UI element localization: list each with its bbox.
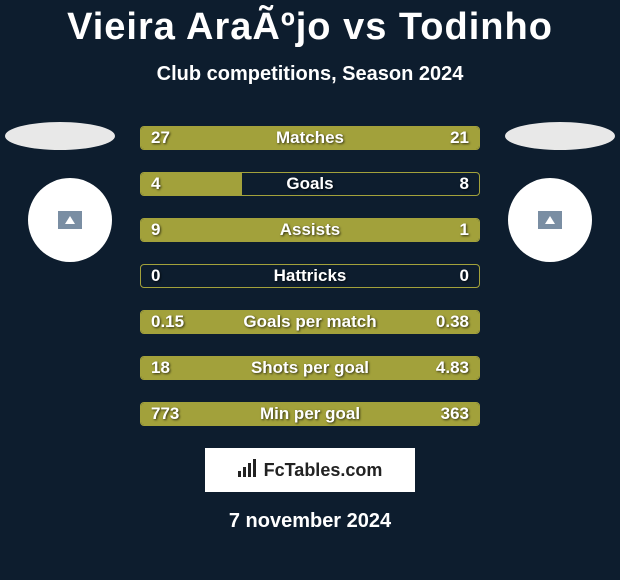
- stats-bars: 2721Matches 48Goals 91Assists 00Hattricks 0.…: [140, 126, 480, 426]
- stat-label: Assists: [141, 219, 479, 241]
- stat-label: Goals: [141, 173, 479, 195]
- stat-row: 00Hattricks: [140, 264, 480, 288]
- stat-row: 0.150.38Goals per match: [140, 310, 480, 334]
- stat-row: 91Assists: [140, 218, 480, 242]
- stat-label: Min per goal: [141, 403, 479, 425]
- decorative-ellipse-left: [5, 122, 115, 150]
- stat-row: 184.83Shots per goal: [140, 356, 480, 380]
- stat-label: Goals per match: [141, 311, 479, 333]
- stat-label: Matches: [141, 127, 479, 149]
- stat-row: 2721Matches: [140, 126, 480, 150]
- stat-label: Hattricks: [141, 265, 479, 287]
- chart-icon: [238, 459, 258, 482]
- avatar-placeholder-icon: [538, 211, 562, 229]
- decorative-ellipse-right: [505, 122, 615, 150]
- footer-brand-text: FcTables.com: [264, 460, 383, 481]
- stat-row: 48Goals: [140, 172, 480, 196]
- footer-brand-badge[interactable]: FcTables.com: [205, 448, 415, 492]
- stat-label: Shots per goal: [141, 357, 479, 379]
- page-title: Vieira AraÃºjo vs Todinho: [0, 0, 620, 49]
- avatar-placeholder-icon: [58, 211, 82, 229]
- stat-row: 773363Min per goal: [140, 402, 480, 426]
- player-avatar-right: [508, 178, 592, 262]
- subtitle: Club competitions, Season 2024: [0, 63, 620, 86]
- player-avatar-left: [28, 178, 112, 262]
- date-text: 7 november 2024: [0, 510, 620, 533]
